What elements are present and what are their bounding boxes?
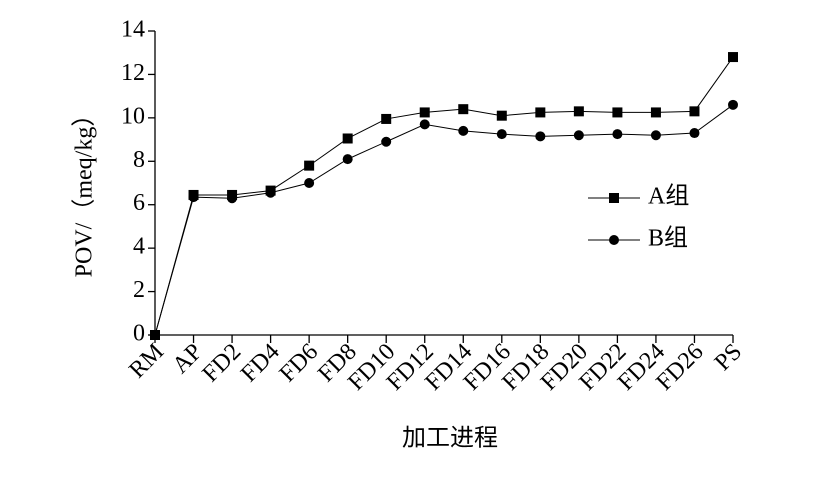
data-point	[650, 107, 661, 118]
x-tick-label: FD6	[275, 339, 324, 388]
legend-marker	[609, 235, 619, 245]
data-point	[689, 128, 700, 139]
data-point	[458, 104, 469, 115]
data-point	[381, 136, 392, 147]
data-point	[150, 330, 160, 340]
data-point	[342, 154, 353, 165]
y-tick-label: 0	[133, 321, 145, 347]
data-point	[496, 129, 507, 140]
x-tick-label: PS	[710, 339, 747, 376]
legend-label: B组	[648, 225, 688, 252]
data-point	[381, 113, 392, 124]
x-axis-label: 加工进程	[402, 425, 498, 452]
data-point	[227, 193, 238, 204]
data-point	[612, 129, 623, 140]
data-point	[612, 107, 623, 118]
series-line	[154, 104, 734, 336]
y-tick-label: 6	[133, 190, 145, 216]
data-point	[573, 130, 584, 141]
x-tick-label: RM	[124, 339, 169, 384]
data-point	[535, 107, 546, 118]
data-point	[458, 125, 469, 136]
y-tick-label: 4	[133, 234, 145, 260]
x-tick-label: FD4	[236, 339, 285, 388]
y-tick-label: 10	[121, 103, 145, 129]
y-tick-label: 14	[121, 17, 145, 43]
data-point	[728, 99, 738, 110]
y-tick-label: 2	[133, 277, 145, 303]
legend-marker	[609, 193, 619, 203]
data-point	[496, 110, 507, 121]
data-point	[728, 52, 738, 63]
data-point	[265, 187, 276, 198]
y-axis-label: POV/（meq/kg）	[72, 103, 98, 278]
data-point	[188, 192, 199, 203]
data-point	[689, 106, 700, 117]
series-line	[154, 56, 734, 336]
data-point	[342, 133, 353, 144]
data-point	[535, 131, 546, 142]
y-tick-label: 12	[121, 60, 145, 86]
data-point	[650, 130, 661, 141]
data-point	[304, 160, 315, 171]
data-point	[304, 178, 315, 188]
legend-label: A组	[648, 183, 689, 210]
data-point	[419, 107, 430, 118]
x-tick-label: FD2	[198, 339, 247, 388]
data-point	[419, 119, 430, 130]
data-point	[573, 106, 584, 117]
y-tick-label: 8	[133, 147, 145, 173]
